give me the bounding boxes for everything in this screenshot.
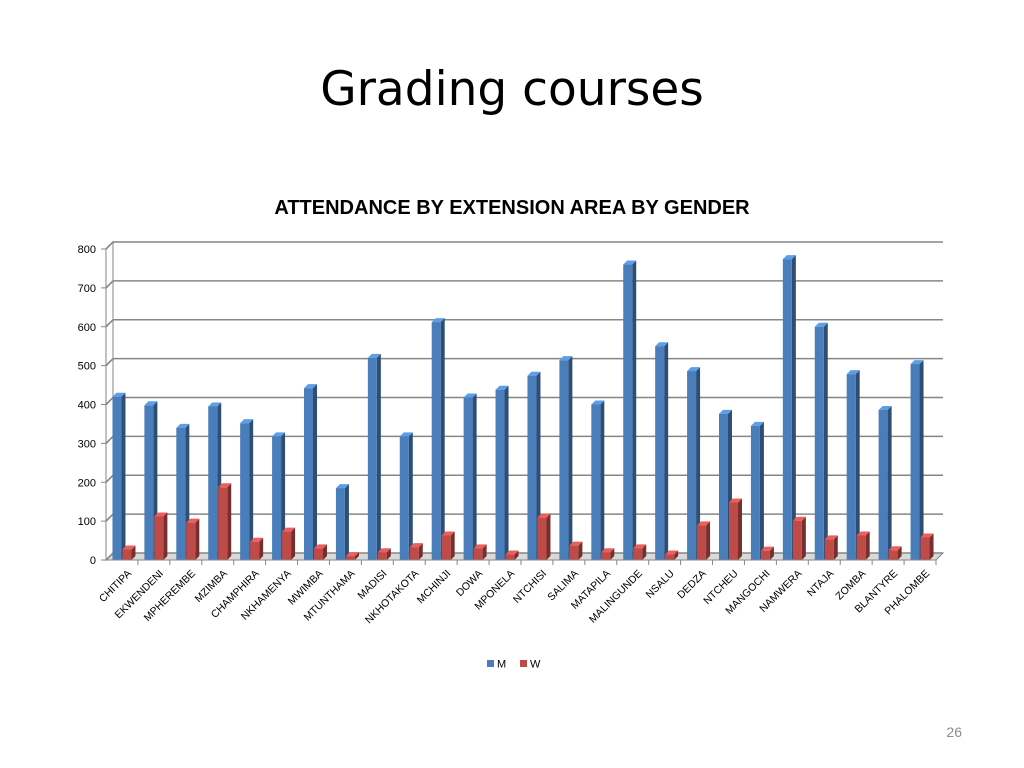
bar-m-champhira xyxy=(240,419,254,560)
bar-w-mwimba xyxy=(314,544,327,560)
legend-label: M xyxy=(497,659,506,671)
gridline xyxy=(105,280,943,289)
y-tick-label: 800 xyxy=(78,244,96,256)
x-tick-label: NSALU xyxy=(644,568,677,601)
bar-w-mzimba xyxy=(218,483,232,560)
legend-label: W xyxy=(530,659,541,671)
bar-w-matapila xyxy=(601,548,615,560)
y-tick-label: 600 xyxy=(78,322,96,334)
bar-m-nkhamenya xyxy=(272,432,286,560)
bar-m-chitipa xyxy=(112,392,126,560)
bar-w-namwera xyxy=(792,516,806,560)
y-tick-label: 200 xyxy=(78,477,96,489)
bar-w-ekwendeni xyxy=(154,512,168,560)
bar-m-madisi xyxy=(367,353,381,560)
bar-m-phalombe xyxy=(910,360,924,560)
x-tick-label: NTCHISI xyxy=(511,568,549,606)
bar-m-salima xyxy=(559,356,573,560)
bar-m-mchinji xyxy=(431,318,445,560)
bar-w-nkhotakota xyxy=(409,543,423,560)
bar-m-matapila xyxy=(591,400,605,560)
x-tick-label: DOWA xyxy=(454,568,485,599)
bar-w-chitipa xyxy=(122,545,136,560)
y-tick-label: 500 xyxy=(78,361,96,373)
bar-w-mtunthama xyxy=(345,552,359,560)
bar-w-champhira xyxy=(250,537,264,560)
bar-w-dowa xyxy=(473,544,487,560)
y-axis: 0 100 200 300 400 500 600 700 800 xyxy=(78,244,107,567)
bar-w-dedza xyxy=(697,521,711,560)
gridline xyxy=(105,318,943,328)
y-tick-label: 700 xyxy=(78,283,96,295)
y-tick-label: 300 xyxy=(78,438,96,450)
x-tick-label: MCHINJI xyxy=(415,568,454,607)
chart-title: ATTENDANCE BY EXTENSION AREA BY GENDER xyxy=(274,197,750,219)
bar-w-nkhamenya xyxy=(282,527,296,560)
bar-w-madisi xyxy=(377,548,391,560)
bar-w-malingunde xyxy=(633,544,647,560)
bar-m-nsalu xyxy=(655,342,669,560)
bar-m-blantyre xyxy=(878,405,892,560)
slide-title: Grading courses xyxy=(320,62,704,117)
bar-m-namwera xyxy=(782,255,796,561)
bar-m-ntchisi xyxy=(527,371,541,560)
bar-w-zomba xyxy=(856,531,870,560)
bar-m-mwimba xyxy=(304,384,317,560)
bar-m-mangochi xyxy=(750,421,764,560)
chart-bars xyxy=(112,255,934,561)
y-tick-label: 100 xyxy=(78,516,96,528)
bar-m-zomba xyxy=(846,370,860,560)
bar-w-phalombe xyxy=(920,533,934,560)
bar-w-ntcheu xyxy=(729,498,742,560)
bar-w-mangochi xyxy=(760,546,774,560)
y-tick-label: 0 xyxy=(90,555,96,567)
legend-swatch xyxy=(520,660,527,667)
legend-swatch xyxy=(487,660,494,667)
bar-m-mponela xyxy=(495,385,509,560)
gridline xyxy=(105,241,943,250)
bar-w-ntaja xyxy=(824,535,838,560)
bar-m-dedza xyxy=(687,367,701,560)
bar-w-nsalu xyxy=(665,550,679,560)
bar-m-dowa xyxy=(463,393,477,560)
bar-m-nkhotakota xyxy=(399,432,413,560)
bar-m-malingunde xyxy=(623,260,637,560)
bar-m-ntaja xyxy=(814,322,828,560)
bar-w-salima xyxy=(569,541,583,560)
y-tick-label: 400 xyxy=(78,400,96,412)
bar-w-ntchisi xyxy=(537,513,551,560)
bar-w-mpherembe xyxy=(186,518,200,560)
x-tick-label: NTAJA xyxy=(805,568,836,599)
bar-w-blantyre xyxy=(888,546,902,560)
slide-number: 26 xyxy=(946,724,962,740)
legend-item-w: W xyxy=(520,659,541,671)
bar-w-mponela xyxy=(505,550,519,560)
x-axis: CHITIPAEKWENDENIMPHEREMBEMZIMBACHAMPHIRA… xyxy=(97,559,937,626)
legend-item-m: M xyxy=(487,659,506,671)
bar-w-mchinji xyxy=(441,531,455,560)
bar-m-mtunthama xyxy=(335,484,349,560)
